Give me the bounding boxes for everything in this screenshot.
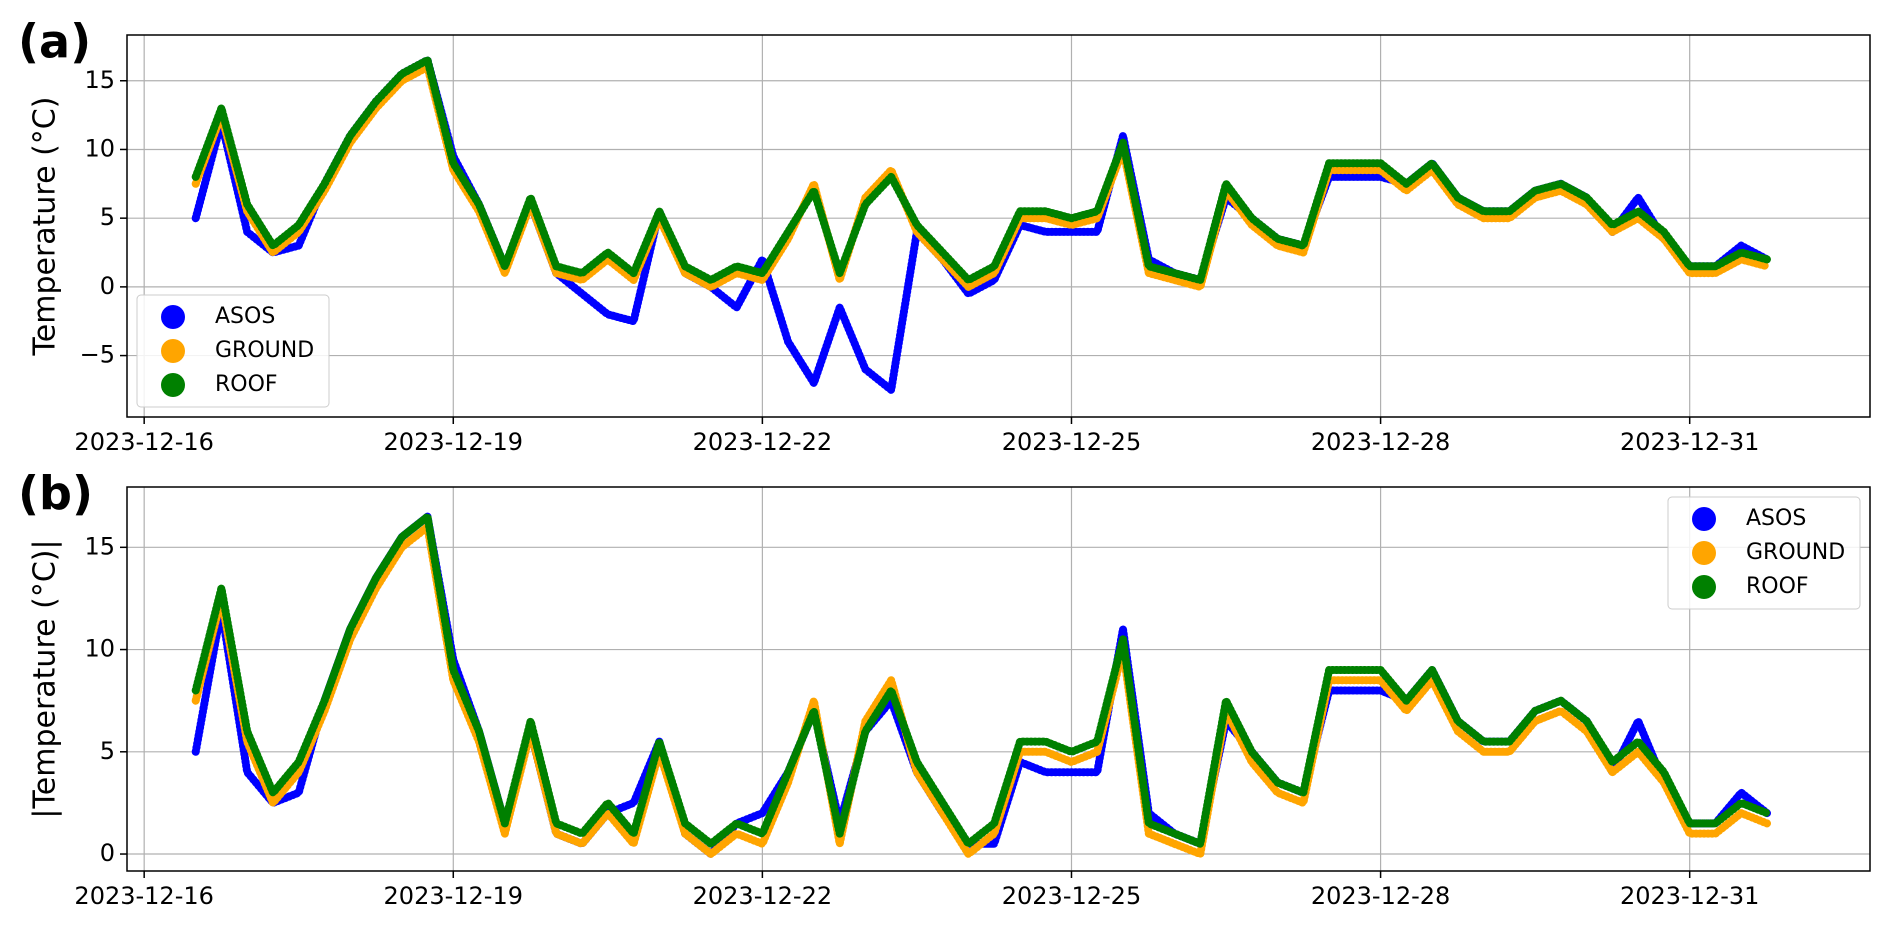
plot-area bbox=[191, 512, 1771, 858]
y-tick-label: 0 bbox=[100, 272, 115, 300]
y-tick-label: 5 bbox=[100, 737, 115, 765]
y-tick-label: 15 bbox=[84, 532, 115, 560]
x-tick-label: 2023-12-25 bbox=[1002, 882, 1141, 910]
legend-label: ROOF bbox=[215, 372, 278, 397]
series-points bbox=[191, 56, 1771, 394]
x-tick-label: 2023-12-31 bbox=[1620, 882, 1759, 910]
legend-label: GROUND bbox=[215, 338, 314, 363]
x-tick-label: 2023-12-25 bbox=[1002, 428, 1141, 456]
legend-marker bbox=[161, 339, 185, 363]
panel-label: (a) bbox=[18, 15, 91, 69]
x-tick-label: 2023-12-22 bbox=[693, 882, 832, 910]
y-tick-label: 5 bbox=[100, 203, 115, 231]
x-tick-label: 2023-12-28 bbox=[1311, 428, 1450, 456]
legend-label: ASOS bbox=[1746, 506, 1806, 531]
legend-marker bbox=[161, 373, 185, 397]
x-tick-label: 2023-12-16 bbox=[74, 882, 213, 910]
y-tick-label: 10 bbox=[84, 134, 115, 162]
legend-label: GROUND bbox=[1746, 540, 1845, 565]
x-tick-label: 2023-12-28 bbox=[1311, 882, 1450, 910]
x-tick-label: 2023-12-19 bbox=[384, 882, 523, 910]
plot-frame bbox=[126, 486, 1871, 872]
series-points bbox=[191, 512, 1771, 848]
x-tick-label: 2023-12-31 bbox=[1620, 428, 1759, 456]
legend-marker bbox=[161, 305, 185, 329]
legend-label: ROOF bbox=[1746, 574, 1809, 599]
y-axis-label: Temperature (°C) bbox=[28, 97, 63, 357]
y-tick-label: 10 bbox=[84, 635, 115, 663]
series-points bbox=[191, 56, 1771, 284]
panel-label: (b) bbox=[18, 467, 93, 521]
legend-marker bbox=[1692, 541, 1716, 565]
y-axis-label: |Temperature (°C)| bbox=[28, 539, 63, 818]
plot-frame bbox=[126, 34, 1871, 418]
plot-area bbox=[191, 56, 1771, 394]
legend-marker bbox=[1692, 507, 1716, 531]
legend-label: ASOS bbox=[215, 304, 275, 329]
series-points bbox=[191, 63, 1771, 291]
series-points bbox=[191, 522, 1771, 858]
legend-box bbox=[1667, 496, 1861, 610]
x-tick-label: 2023-12-16 bbox=[74, 428, 213, 456]
x-tick-label: 2023-12-19 bbox=[384, 428, 523, 456]
legend-marker bbox=[1692, 575, 1716, 599]
panel: 2023-12-16 2023-12-19 2023-12-22 2023-12-25… bbox=[18, 15, 1871, 456]
panel: 2023-12-16 2023-12-19 2023-12-22 2023-12-25… bbox=[18, 467, 1871, 910]
y-tick-label: 0 bbox=[100, 839, 115, 867]
y-tick-label: 15 bbox=[84, 66, 115, 94]
x-tick-label: 2023-12-22 bbox=[693, 428, 832, 456]
legend-box bbox=[136, 294, 330, 408]
y-tick-label: −5 bbox=[80, 341, 115, 369]
